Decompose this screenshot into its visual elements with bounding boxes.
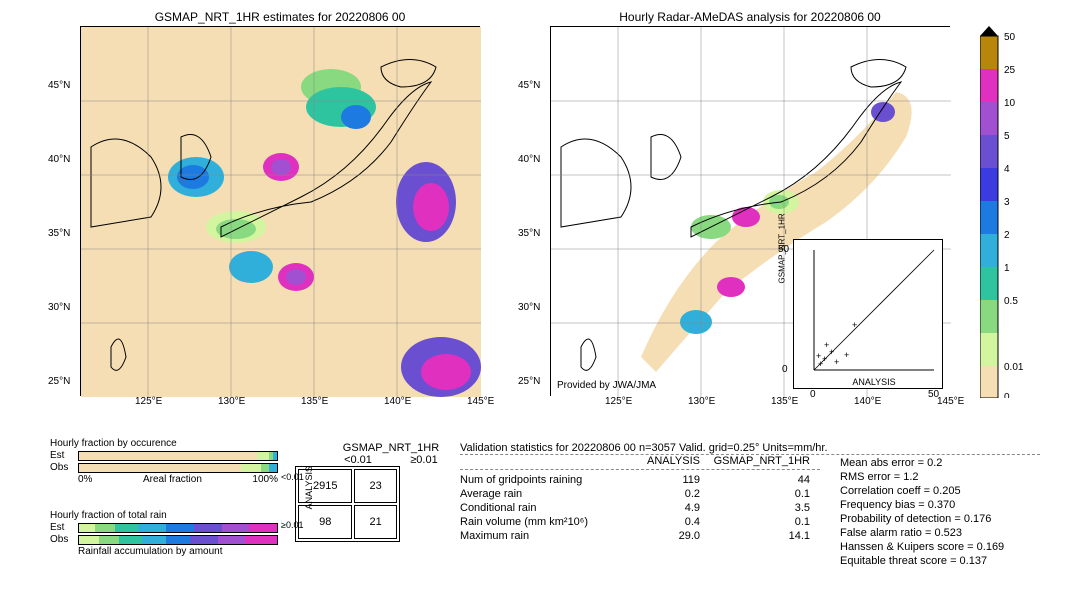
- map2-box: + + + + + + + + ANALYSIS GSMAP_NRT_1HR 0…: [550, 26, 950, 396]
- occurrence-est-bar: [78, 451, 278, 461]
- svg-text:0: 0: [1004, 392, 1010, 398]
- svg-text:5: 5: [1004, 131, 1010, 142]
- map1-title: GSMAP_NRT_1HR estimates for 20220806 00: [80, 10, 480, 24]
- contingency-table: 291523 9821: [295, 466, 400, 542]
- map1-panel: GSMAP_NRT_1HR estimates for 20220806 00: [80, 10, 480, 410]
- contingency-panel: GSMAP_NRT_1HR <0.01 ≥0.01 ANALYSIS 29152…: [295, 442, 457, 509]
- svg-text:1: 1: [1004, 263, 1010, 274]
- map1-box: [80, 26, 480, 396]
- svg-text:2: 2: [1004, 230, 1010, 241]
- provided-by: Provided by JWA/JMA: [557, 380, 656, 391]
- totalrain-est-bar: [78, 523, 278, 533]
- occurrence-title: Hourly fraction by occurence: [50, 438, 278, 449]
- map2-xticks: 125°E 130°E 135°E 140°E 145°E: [550, 396, 950, 410]
- svg-text:+: +: [852, 320, 857, 330]
- totalrain-obs-bar: [78, 535, 278, 545]
- totalrain-title: Hourly fraction of total rain: [50, 510, 278, 521]
- svg-text:+: +: [829, 347, 834, 357]
- totalrain-bars: Hourly fraction of total rain Est Obs Ra…: [50, 510, 278, 557]
- svg-text:+: +: [822, 354, 827, 364]
- map1-svg: [81, 27, 481, 397]
- svg-text:0.01: 0.01: [1004, 362, 1024, 373]
- svg-text:+: +: [844, 350, 849, 360]
- validation-panel: Validation statistics for 20220806 00 n=…: [460, 442, 1040, 569]
- scatter-plot: + + + + + + + + ANALYSIS GSMAP_NRT_1HR 0…: [793, 239, 943, 389]
- svg-text:ANALYSIS: ANALYSIS: [852, 377, 895, 387]
- occurrence-bars: Hourly fraction by occurence Est Obs 0% …: [50, 438, 278, 485]
- svg-text:+: +: [834, 357, 839, 367]
- svg-text:+: +: [824, 340, 829, 350]
- map1-xticks: 125°E 130°E 135°E 140°E 145°E: [80, 396, 480, 410]
- svg-text:10: 10: [1004, 98, 1016, 109]
- validation-title: Validation statistics for 20220806 00 n=…: [460, 442, 1040, 455]
- svg-text:+: +: [816, 351, 821, 361]
- svg-text:50: 50: [1004, 32, 1016, 43]
- occurrence-obs-bar: [78, 463, 278, 473]
- svg-text:25: 25: [1004, 65, 1016, 76]
- svg-text:4: 4: [1004, 164, 1010, 175]
- colorbar: 50 25 10 5 4 3 2 1 0.5 0.01 0: [980, 26, 1030, 401]
- svg-text:0.5: 0.5: [1004, 296, 1018, 307]
- svg-text:3: 3: [1004, 197, 1010, 208]
- map2-panel: Hourly Radar-AMeDAS analysis for 2022080…: [550, 10, 950, 410]
- map2-title: Hourly Radar-AMeDAS analysis for 2022080…: [550, 10, 950, 24]
